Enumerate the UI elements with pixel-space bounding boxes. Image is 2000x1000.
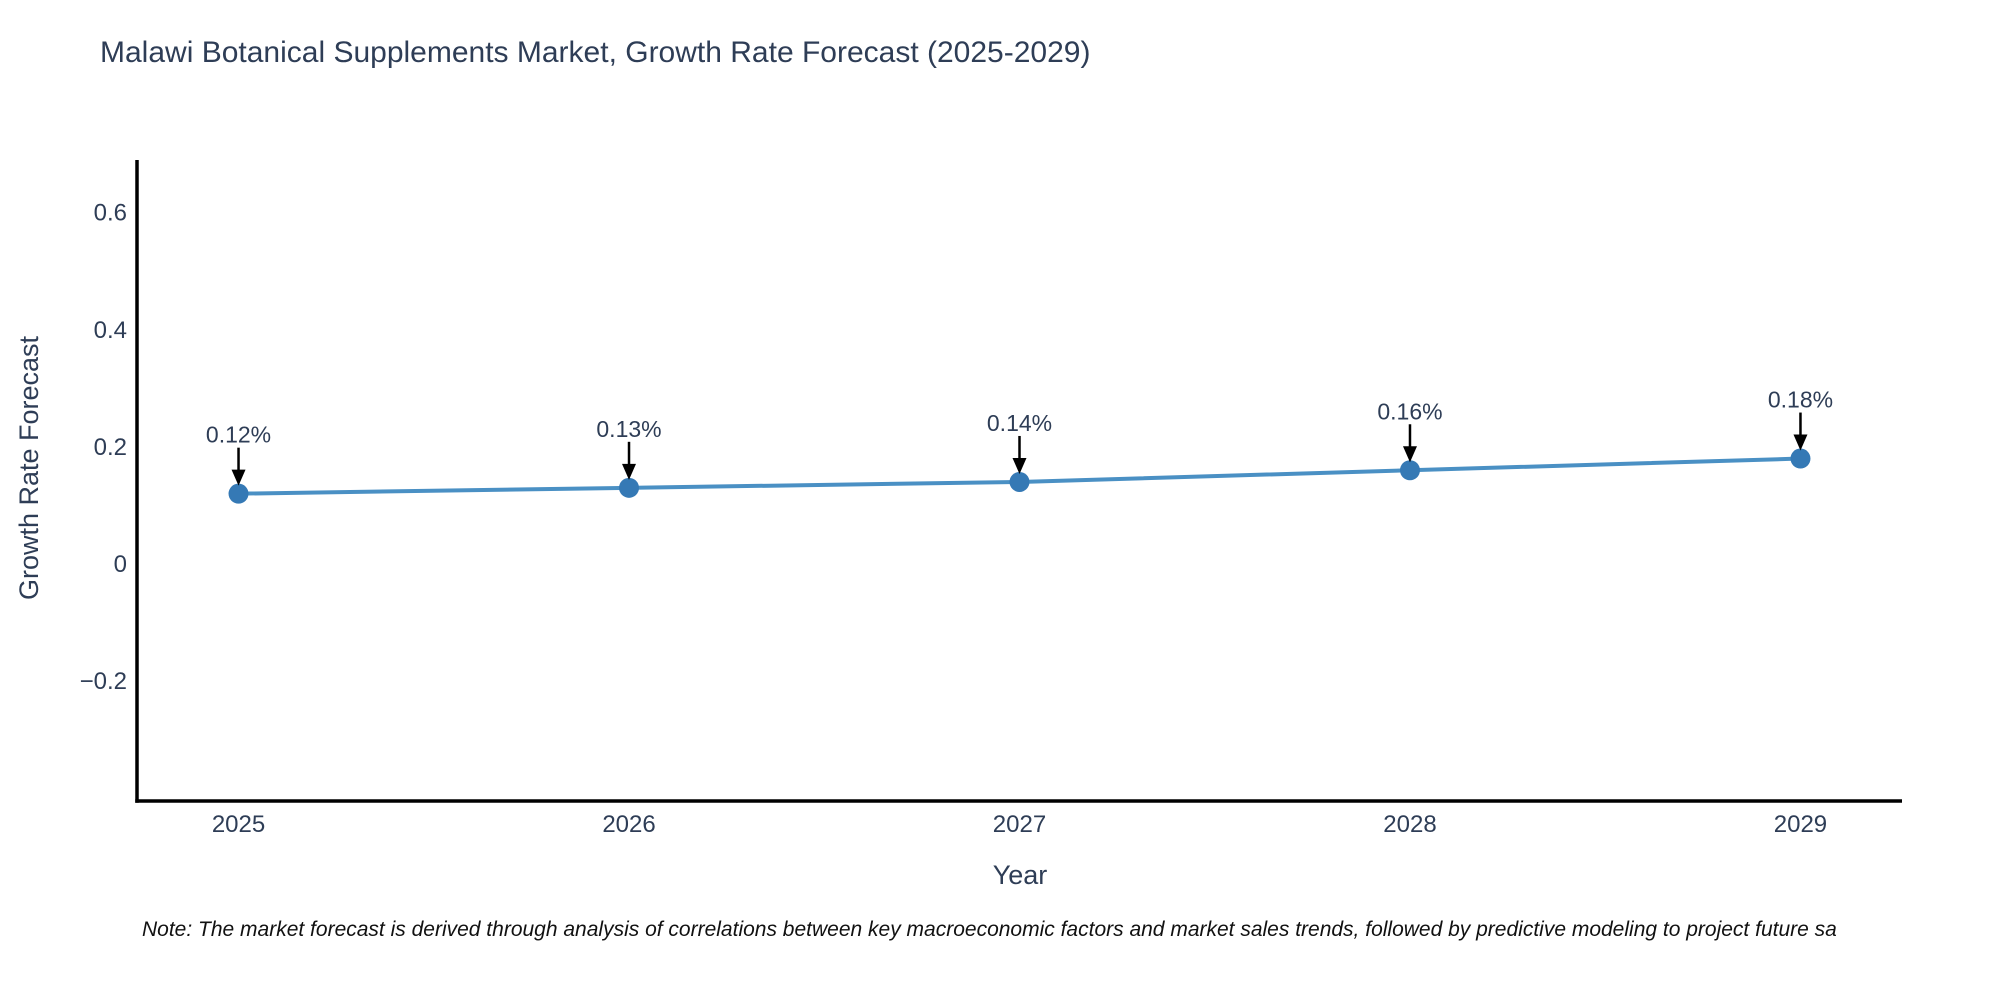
data-point-label: 0.16% [1377,398,1442,424]
annotation-arrowhead [1012,457,1027,474]
data-point-marker [619,477,640,498]
x-tick-label: 2029 [1774,811,1827,838]
annotation-arrowhead [231,469,246,486]
x-tick-label: 2026 [602,811,655,838]
y-tick-label: 0.6 [94,200,127,227]
data-point-label: 0.14% [987,410,1052,436]
data-point-label: 0.12% [206,422,271,448]
data-point-marker [1009,471,1030,492]
data-point-marker [228,483,249,504]
x-axis-label: Year [992,860,1048,890]
annotation-arrowhead [622,463,637,480]
data-point-marker [1790,448,1811,469]
y-tick-label: 0 [114,551,127,578]
data-point-label: 0.13% [596,416,661,442]
chart-title: Malawi Botanical Supplements Market, Gro… [100,36,1091,69]
x-tick-label: 2025 [212,811,265,838]
footnote: Note: The market forecast is derived thr… [142,918,1837,941]
annotation-arrowhead [1402,446,1417,463]
x-tick-label: 2028 [1383,811,1436,838]
y-tick-label: 0.4 [94,317,127,344]
data-point-marker [1399,460,1420,481]
x-tick-label: 2027 [993,811,1046,838]
data-point-label: 0.18% [1768,387,1833,413]
y-tick-label: 0.2 [94,434,127,461]
y-tick-label: −0.2 [80,668,127,695]
annotation-arrowhead [1793,434,1808,451]
